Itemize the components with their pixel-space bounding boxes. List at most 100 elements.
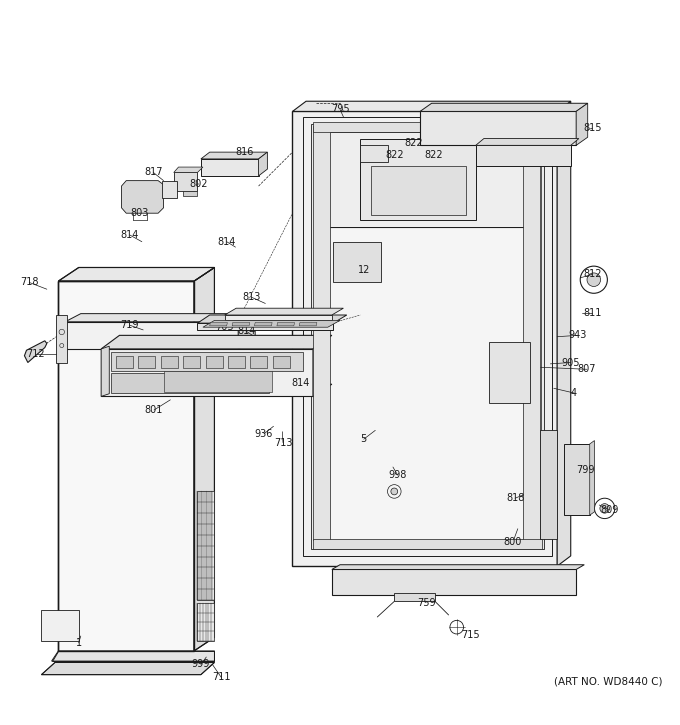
Polygon shape: [101, 336, 332, 349]
Polygon shape: [101, 349, 313, 397]
Polygon shape: [333, 241, 381, 283]
Text: 943: 943: [568, 331, 587, 340]
Circle shape: [587, 273, 600, 286]
Circle shape: [391, 488, 398, 495]
Polygon shape: [313, 122, 542, 132]
Polygon shape: [564, 444, 590, 515]
Polygon shape: [332, 569, 576, 594]
Text: 718: 718: [20, 278, 39, 287]
Text: 705: 705: [216, 321, 234, 331]
Text: (ART NO. WD8440 C): (ART NO. WD8440 C): [554, 677, 662, 687]
Text: 795: 795: [330, 104, 350, 115]
Text: 811: 811: [583, 308, 602, 318]
Polygon shape: [197, 603, 214, 641]
Polygon shape: [111, 352, 303, 370]
Text: 814: 814: [120, 230, 139, 240]
Text: 822: 822: [404, 138, 422, 148]
Polygon shape: [24, 341, 47, 362]
Polygon shape: [238, 314, 255, 349]
Polygon shape: [174, 167, 203, 173]
Polygon shape: [174, 173, 197, 191]
Polygon shape: [320, 132, 535, 227]
Polygon shape: [201, 159, 258, 176]
Polygon shape: [58, 281, 194, 651]
Polygon shape: [161, 356, 177, 368]
Text: 809: 809: [600, 505, 619, 515]
Polygon shape: [360, 145, 388, 162]
Polygon shape: [313, 539, 542, 549]
Polygon shape: [201, 152, 267, 159]
Polygon shape: [258, 152, 267, 176]
Polygon shape: [65, 322, 238, 349]
Polygon shape: [41, 663, 214, 675]
Polygon shape: [273, 356, 290, 368]
Polygon shape: [557, 102, 571, 566]
Text: 803: 803: [131, 208, 149, 218]
Polygon shape: [197, 315, 347, 323]
Polygon shape: [101, 347, 109, 397]
Polygon shape: [197, 323, 333, 330]
Polygon shape: [203, 320, 340, 327]
Polygon shape: [139, 356, 156, 368]
Text: 712: 712: [27, 349, 46, 359]
Polygon shape: [58, 268, 214, 281]
Polygon shape: [197, 492, 214, 600]
Text: 715: 715: [461, 630, 479, 640]
Polygon shape: [371, 166, 466, 215]
Text: 711: 711: [212, 672, 231, 682]
Text: 936: 936: [255, 428, 273, 439]
Polygon shape: [360, 138, 476, 220]
Polygon shape: [182, 191, 197, 196]
Polygon shape: [65, 314, 255, 322]
Polygon shape: [476, 138, 579, 145]
Polygon shape: [205, 356, 222, 368]
Polygon shape: [540, 431, 557, 539]
Text: 822: 822: [385, 150, 404, 160]
Text: 713: 713: [274, 438, 292, 447]
Polygon shape: [52, 651, 214, 661]
Text: 12: 12: [358, 265, 370, 275]
Text: 807: 807: [578, 364, 596, 374]
Polygon shape: [313, 344, 323, 397]
Text: 800: 800: [504, 536, 522, 547]
Text: 812: 812: [583, 269, 602, 279]
Polygon shape: [194, 268, 214, 651]
Polygon shape: [224, 308, 343, 315]
Polygon shape: [311, 124, 543, 549]
Polygon shape: [576, 103, 588, 145]
Polygon shape: [299, 323, 317, 326]
Polygon shape: [183, 356, 200, 368]
Polygon shape: [254, 323, 272, 326]
Polygon shape: [101, 384, 332, 397]
Text: 815: 815: [583, 123, 602, 133]
Text: 814: 814: [292, 378, 310, 388]
Text: 814: 814: [237, 326, 256, 336]
Polygon shape: [292, 112, 557, 566]
Text: 5: 5: [360, 434, 367, 444]
Polygon shape: [111, 373, 269, 393]
Polygon shape: [313, 126, 330, 540]
Polygon shape: [116, 356, 133, 368]
Text: 719: 719: [120, 320, 139, 330]
Polygon shape: [164, 370, 272, 392]
Polygon shape: [476, 145, 571, 166]
Text: 814: 814: [218, 236, 236, 247]
Polygon shape: [332, 565, 584, 569]
Text: 801: 801: [145, 405, 163, 415]
Polygon shape: [590, 441, 594, 515]
Polygon shape: [277, 323, 294, 326]
Text: 905: 905: [562, 357, 580, 368]
Polygon shape: [320, 227, 535, 540]
Text: 999: 999: [192, 660, 210, 669]
Polygon shape: [490, 342, 530, 403]
Polygon shape: [523, 126, 540, 540]
Text: 998: 998: [388, 470, 407, 480]
Polygon shape: [122, 181, 164, 213]
Text: 802: 802: [190, 179, 208, 189]
Text: 816: 816: [236, 147, 254, 157]
Polygon shape: [292, 102, 571, 112]
Text: 817: 817: [144, 167, 163, 178]
Polygon shape: [56, 315, 67, 362]
Polygon shape: [420, 112, 576, 145]
Text: 4: 4: [571, 388, 577, 398]
